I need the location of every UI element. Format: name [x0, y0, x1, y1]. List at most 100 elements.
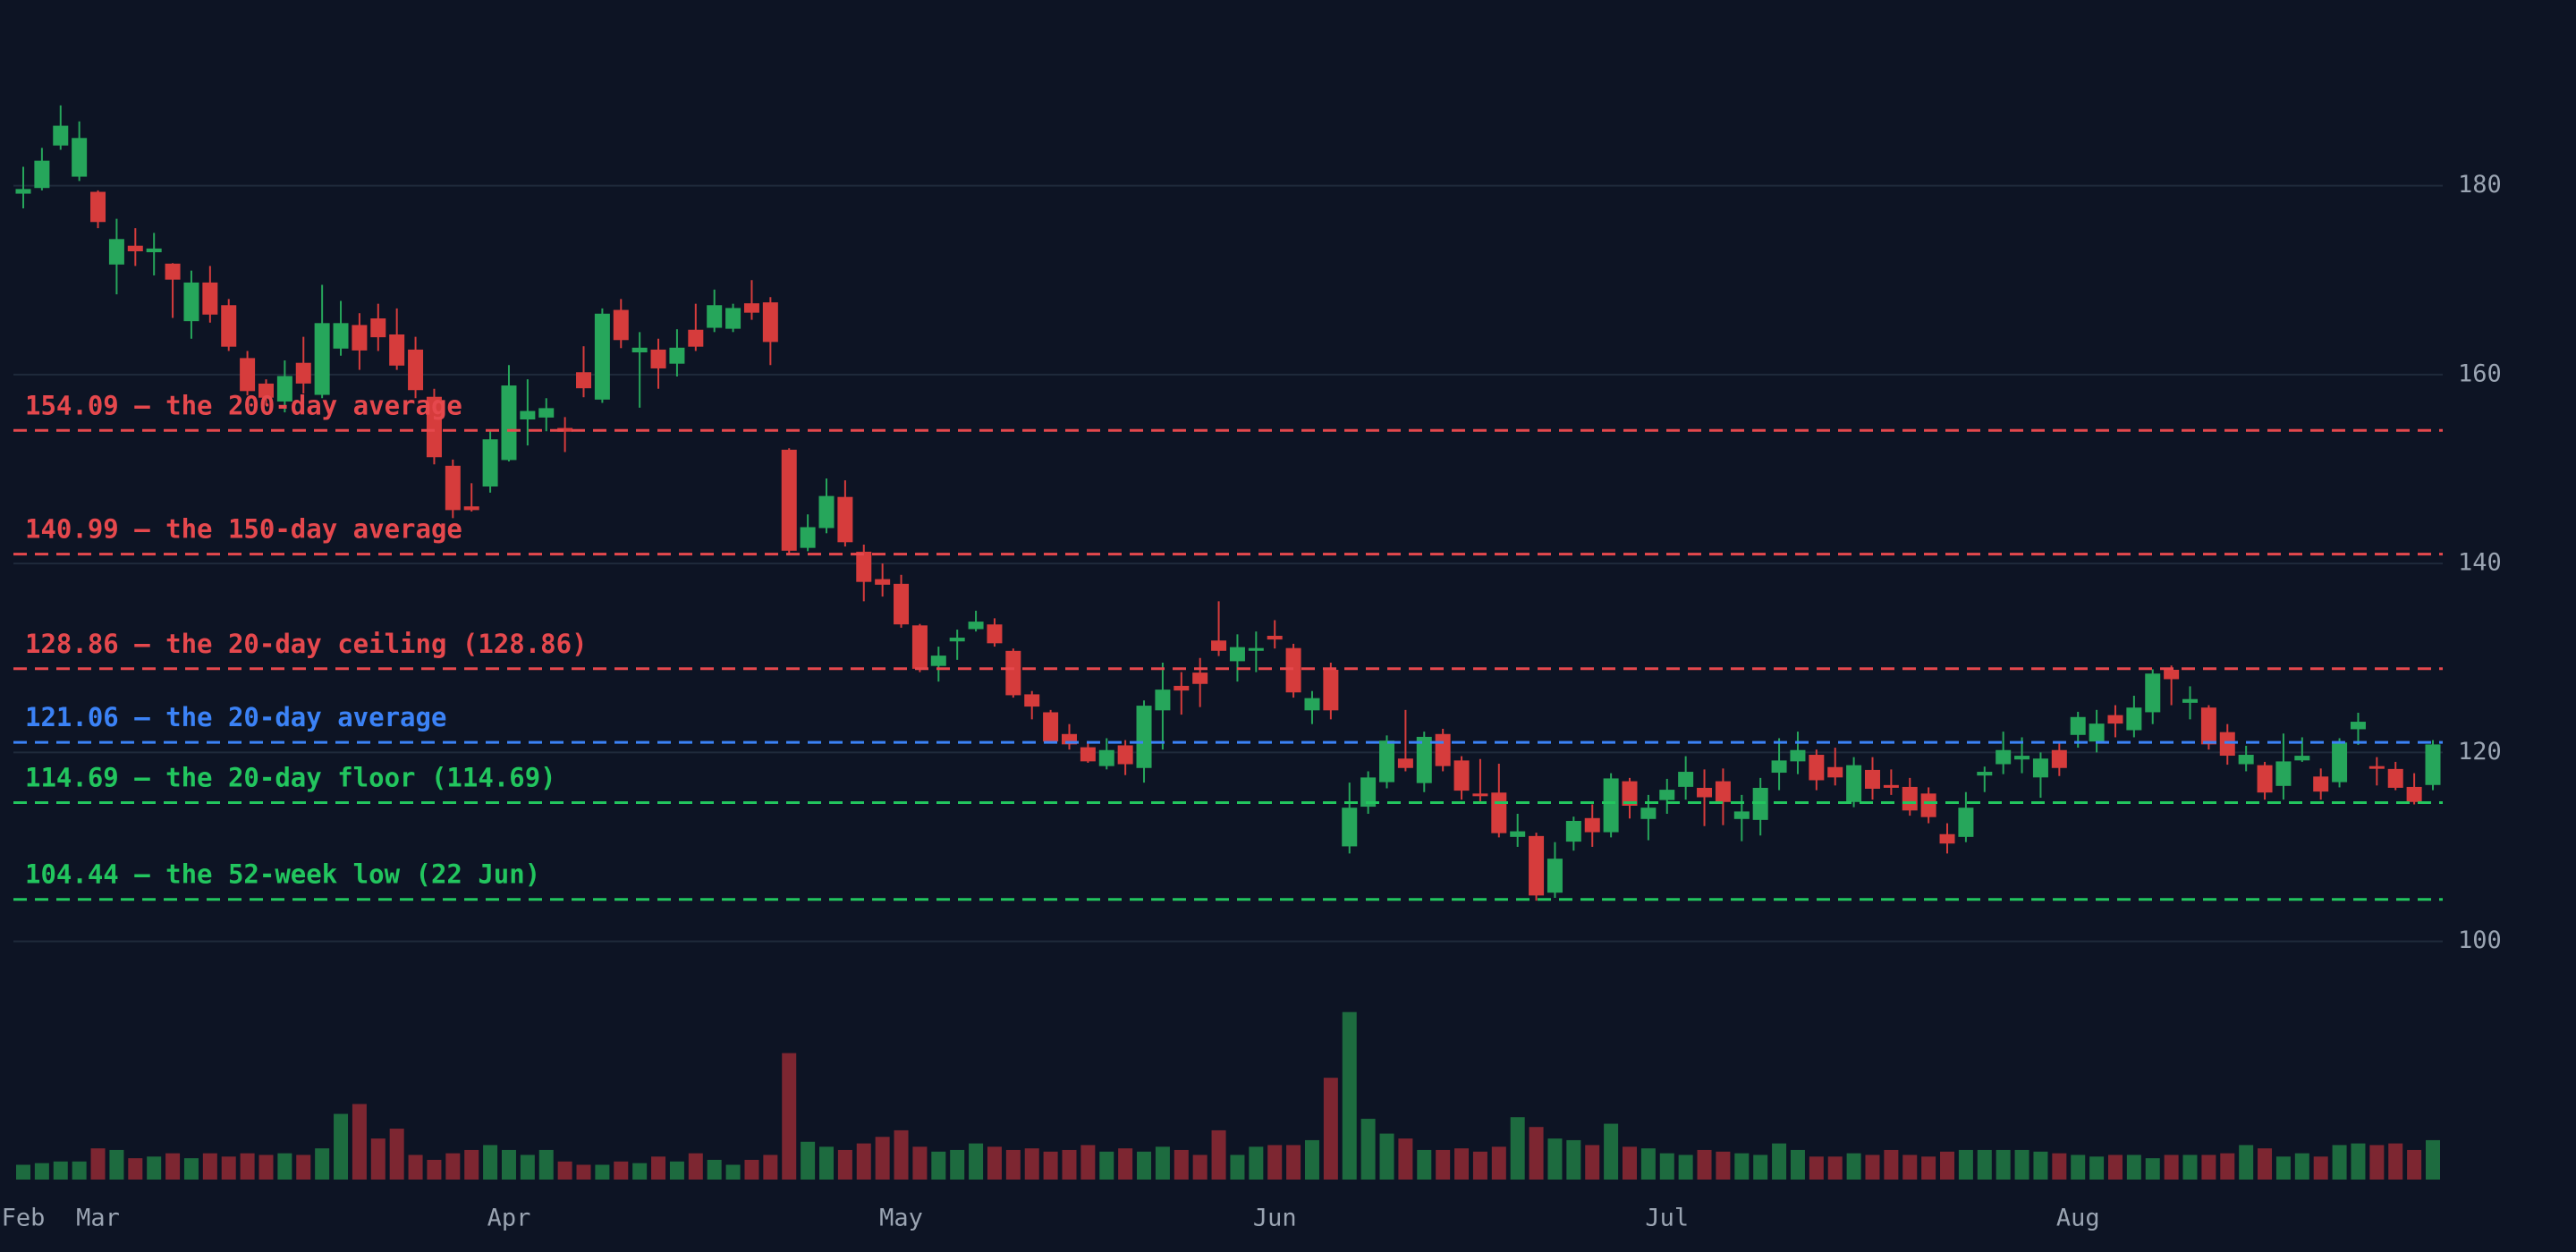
candle-body [2350, 722, 2366, 730]
volume-bar [315, 1148, 330, 1180]
volume-bar [2164, 1155, 2179, 1180]
volume-bar [856, 1143, 871, 1180]
volume-bar [2014, 1149, 2029, 1180]
volume-bar [1342, 1011, 1357, 1180]
level-label: 104.44 — the 52-week low (22 Jun) [25, 859, 540, 890]
candle-body [1360, 777, 1377, 808]
candle-body [1453, 760, 1470, 791]
volume-bar [464, 1149, 479, 1180]
volume-bar [688, 1153, 703, 1180]
candle-body [15, 189, 31, 194]
volume-bar [147, 1156, 162, 1180]
volume-bar [1436, 1149, 1451, 1180]
candle-body [408, 349, 424, 391]
candle-body [463, 506, 479, 511]
volume-bar [725, 1164, 741, 1180]
candle-body [707, 305, 723, 328]
candle-body [72, 138, 88, 177]
volume-bar [183, 1158, 199, 1180]
volume-bar [1977, 1149, 1992, 1180]
volume-bar [1790, 1149, 1805, 1180]
volume-bar [1304, 1139, 1319, 1180]
y-tick-label: 120 [2458, 738, 2502, 766]
volume-bar [1884, 1149, 1899, 1180]
candle-body [1902, 786, 1918, 811]
candle-body [2257, 765, 2273, 793]
volume-bar [1192, 1155, 1208, 1180]
volume-bar [1286, 1145, 1301, 1180]
volume-bar [334, 1113, 349, 1180]
candle-body [1529, 835, 1545, 896]
candle-body [762, 302, 778, 343]
candle-body [2182, 698, 2199, 703]
volume-bar [1921, 1156, 1936, 1180]
volume-bar [128, 1158, 143, 1180]
volume-bar [1005, 1149, 1021, 1180]
volume-bar [651, 1156, 666, 1180]
volume-bar [2089, 1156, 2105, 1180]
candle-body [445, 465, 461, 511]
candle-body [743, 303, 759, 313]
candle-body [1098, 749, 1114, 766]
candle-body [1342, 808, 1358, 847]
volume-bar [1099, 1151, 1114, 1180]
candle-body [146, 248, 162, 253]
candle-body [520, 410, 536, 420]
volume-bar [1137, 1151, 1152, 1180]
volume-bar [1211, 1129, 1226, 1180]
candle-body [818, 495, 835, 529]
volume-bar [1585, 1145, 1600, 1180]
volume-bar [240, 1153, 255, 1180]
candle-body [1846, 765, 1862, 802]
volume-bar [1267, 1145, 1283, 1180]
candle-body [837, 496, 853, 543]
candle-body [1603, 778, 1619, 833]
candle-body [1790, 749, 1806, 762]
candle-body [2070, 716, 2086, 735]
volume-bar [1678, 1155, 1693, 1180]
candle-body [669, 347, 685, 364]
volume-bar [1174, 1149, 1189, 1180]
candle-body [1248, 647, 1264, 651]
candle-body [276, 376, 292, 402]
candle-body [1584, 817, 1600, 833]
volume-bar [1623, 1146, 1637, 1180]
volume-bar [370, 1138, 386, 1180]
candle-body [2406, 786, 2422, 802]
level-label: 128.86 — the 20-day ceiling (128.86) [25, 629, 588, 659]
volume-bar [2201, 1155, 2216, 1180]
volume-bar [744, 1159, 759, 1180]
volume-bar [669, 1161, 684, 1180]
candle-body [2089, 723, 2105, 742]
volume-bar [894, 1129, 909, 1180]
candle-body [1416, 736, 1432, 783]
candle-body [2313, 776, 2329, 792]
volume-bar [2071, 1155, 2086, 1180]
volume-bar [1062, 1149, 1077, 1180]
candle-body [482, 439, 498, 487]
candle-body [1080, 747, 1096, 762]
candle-body [2238, 755, 2254, 765]
volume-bar [520, 1155, 535, 1180]
candle-body [631, 347, 648, 353]
candle-body [594, 313, 610, 400]
volume-bar [782, 1053, 797, 1180]
candle-body [1229, 647, 1245, 662]
candle-body [426, 396, 442, 458]
candle-body [613, 309, 629, 341]
volume-bar [1472, 1151, 1487, 1180]
candle-body [240, 358, 256, 392]
candle-body [2368, 766, 2385, 769]
volume-bar [2258, 1148, 2273, 1180]
x-tick-label: Jun [1253, 1205, 1297, 1232]
candle-body [1678, 772, 1694, 787]
volume-bar [1080, 1145, 1096, 1180]
candle-body [127, 245, 143, 252]
volume-bar [1734, 1153, 1750, 1180]
candle-body [2425, 744, 2441, 785]
volume-bar [1155, 1146, 1170, 1180]
volume-bar [2313, 1156, 2328, 1180]
volume-bar [165, 1153, 181, 1180]
candle-body [202, 282, 218, 315]
candle-body [1622, 781, 1638, 807]
